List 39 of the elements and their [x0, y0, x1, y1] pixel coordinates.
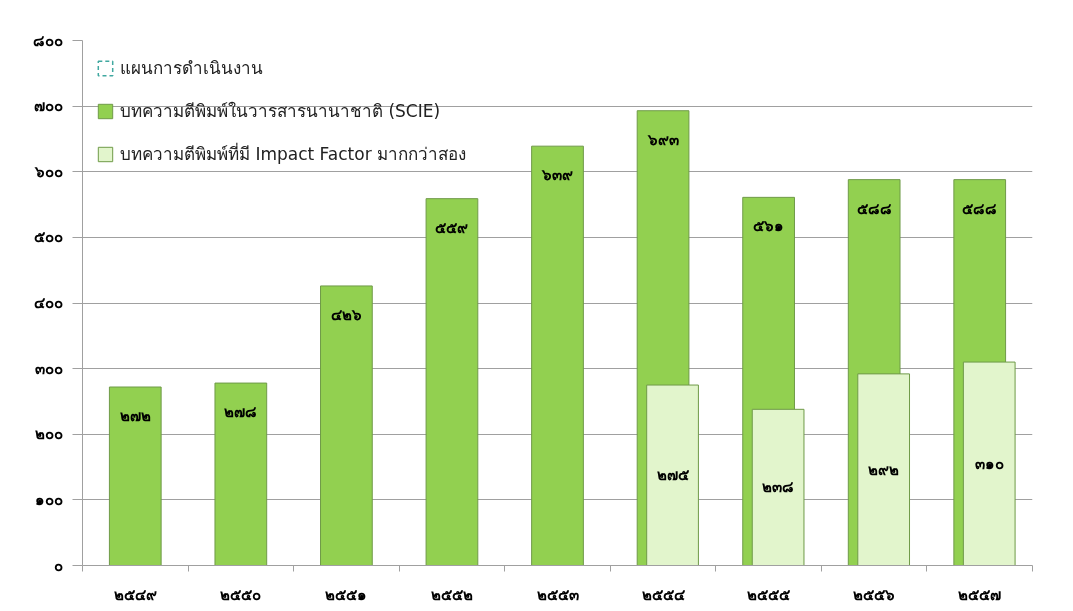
x-tick-label: ๒๕๕๗: [958, 585, 1002, 604]
data-label: ๔๒๖: [330, 305, 362, 324]
legend-label: บทความตีพิมพ์ในวารสารนานาชาติ (SCIE): [120, 100, 441, 123]
x-tick-label: ๒๕๕๑: [325, 585, 368, 604]
y-tick-label: ๔๐๐: [33, 294, 63, 312]
bar: [214, 382, 268, 566]
y-tick-label: ๓๐๐: [34, 359, 63, 378]
data-label: ๕๖๑: [753, 217, 785, 236]
y-tick-label: ๕๐๐: [33, 228, 63, 247]
y-tick-label: ๗๐๐: [33, 97, 63, 116]
x-tick-label: ๒๕๕๓: [536, 585, 579, 604]
data-label: ๓๑๐: [974, 454, 1004, 473]
data-label: ๒๗๘: [224, 403, 258, 422]
data-label: ๕๕๙: [435, 218, 469, 237]
x-tick-label: ๒๕๕๒: [430, 585, 473, 604]
bar: [425, 198, 479, 566]
data-label: ๕๘๘: [856, 199, 892, 218]
x-tick-label: ๒๕๕๖: [853, 585, 896, 604]
data-label: ๒๗๒: [119, 407, 151, 425]
x-tick-label: ๒๕๕๐: [220, 585, 262, 604]
x-tick-label: ๒๕๕๕: [747, 585, 792, 604]
bar: [531, 145, 584, 566]
x-tick-label: ๒๕๔๙: [113, 585, 157, 604]
data-label: ๕๘๘: [962, 199, 998, 218]
data-label: ๒๗๕: [656, 466, 690, 485]
bar: [108, 386, 162, 566]
x-tick-label: ๒๕๕๔: [641, 585, 686, 604]
legend-label: บทความตีพิมพ์ที่มี Impact Factor มากกว่าสอง: [120, 141, 467, 166]
y-tick-label: ๑๐๐: [34, 490, 63, 509]
data-label: ๒๓๘: [762, 478, 795, 497]
bar: [320, 285, 373, 566]
data-label: ๖๓๙: [541, 166, 573, 185]
y-tick-label: ๐: [53, 556, 63, 575]
y-tick-label: ๖๐๐: [33, 162, 63, 181]
legend-label: แผนการดำเนินงาน: [120, 57, 263, 80]
y-tick-label: ๘๐๐: [32, 31, 63, 50]
data-label: ๖๙๓: [646, 130, 679, 149]
y-tick-label: ๒๐๐: [34, 425, 63, 444]
data-label: ๒๙๒: [868, 460, 900, 479]
